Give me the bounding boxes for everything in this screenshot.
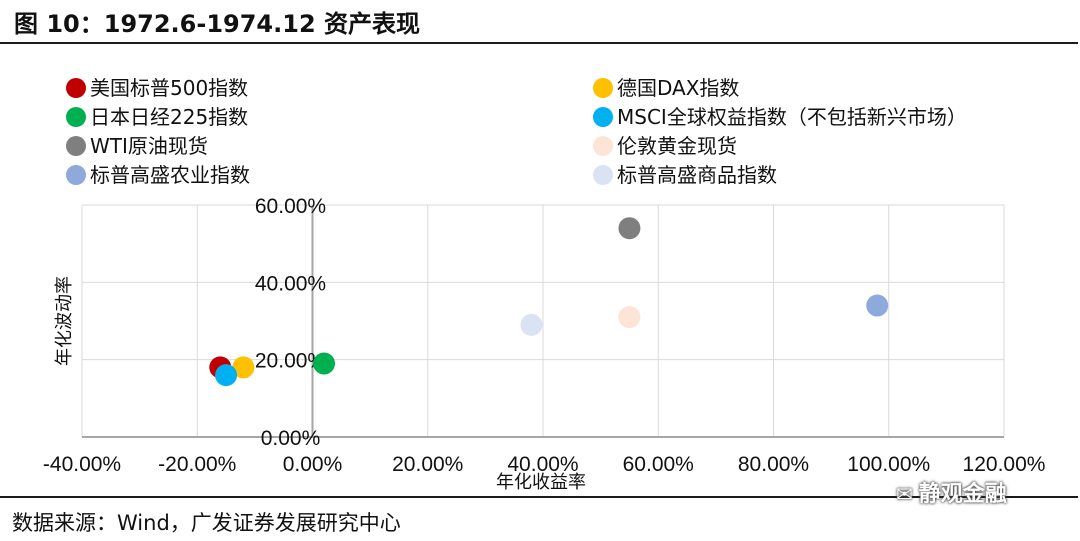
x-axis-title: 年化收益率	[496, 472, 586, 493]
watermark-text: 静观金融	[918, 482, 1007, 507]
legend-marker	[593, 107, 613, 127]
chart-title: 图 10：1972.6-1974.12 资产表现	[14, 10, 420, 38]
data-points	[209, 217, 889, 387]
y-tick-label: 20.00%	[255, 350, 326, 373]
source-value: Wind，广发证券发展研究中心	[117, 511, 401, 535]
legend-label: 日本日经225指数	[90, 105, 248, 129]
source-note: 数据来源：Wind，广发证券发展研究中心	[12, 507, 401, 537]
x-tick-label: -40.00%	[43, 453, 121, 476]
x-tick-label: 60.00%	[623, 453, 694, 476]
legend-marker	[66, 165, 86, 185]
x-tick-label: 40.00%	[507, 453, 578, 476]
chart-gridlines	[81, 204, 1005, 438]
source-label: 数据来源：	[12, 511, 117, 535]
legend-label: WTI原油现货	[90, 134, 208, 158]
legend-marker	[66, 136, 86, 156]
legend-marker	[593, 136, 613, 156]
x-tick-label: 80.00%	[738, 453, 809, 476]
legend-label: 标普高盛农业指数	[90, 163, 250, 187]
legend-label: MSCI全球权益指数（不包括新兴市场）	[617, 105, 967, 129]
data-point	[618, 306, 641, 329]
y-axis-ticks: 0.00% 20.00% 40.00% 60.00%	[255, 195, 326, 450]
x-tick-label: -20.00%	[158, 453, 236, 476]
x-axis-ticks: -40.00% -20.00% 0.00% 20.00% 40.00% 60.00% 80.…	[43, 453, 1046, 476]
y-tick-label: 60.00%	[255, 195, 326, 218]
y-axis-title: 年化波动率	[54, 276, 75, 366]
legend-marker	[66, 78, 86, 98]
wechat-icon: ✉	[896, 482, 913, 506]
legend-marker	[66, 107, 86, 127]
bottom-divider	[0, 496, 1078, 498]
data-point	[232, 356, 255, 379]
legend-label: 标普高盛商品指数	[617, 163, 777, 187]
y-tick-label: 40.00%	[255, 272, 326, 295]
legend-marker	[593, 165, 613, 185]
legend-marker	[593, 78, 613, 98]
data-point	[215, 364, 238, 387]
data-point	[866, 294, 889, 317]
x-tick-label: 120.00%	[963, 453, 1046, 476]
data-point	[618, 217, 641, 240]
data-point	[313, 352, 336, 375]
watermark: ✉ 静观金融	[896, 476, 1007, 508]
legend-label: 德国DAX指数	[617, 76, 739, 100]
data-point	[520, 313, 543, 336]
x-tick-label: 100.00%	[847, 453, 930, 476]
legend-label: 美国标普500指数	[90, 76, 248, 100]
y-tick-label: 0.00%	[261, 427, 321, 450]
top-divider	[0, 42, 1078, 44]
x-tick-label: 0.00%	[283, 453, 343, 476]
legend-label: 伦敦黄金现货	[617, 134, 737, 158]
x-tick-label: 20.00%	[392, 453, 463, 476]
